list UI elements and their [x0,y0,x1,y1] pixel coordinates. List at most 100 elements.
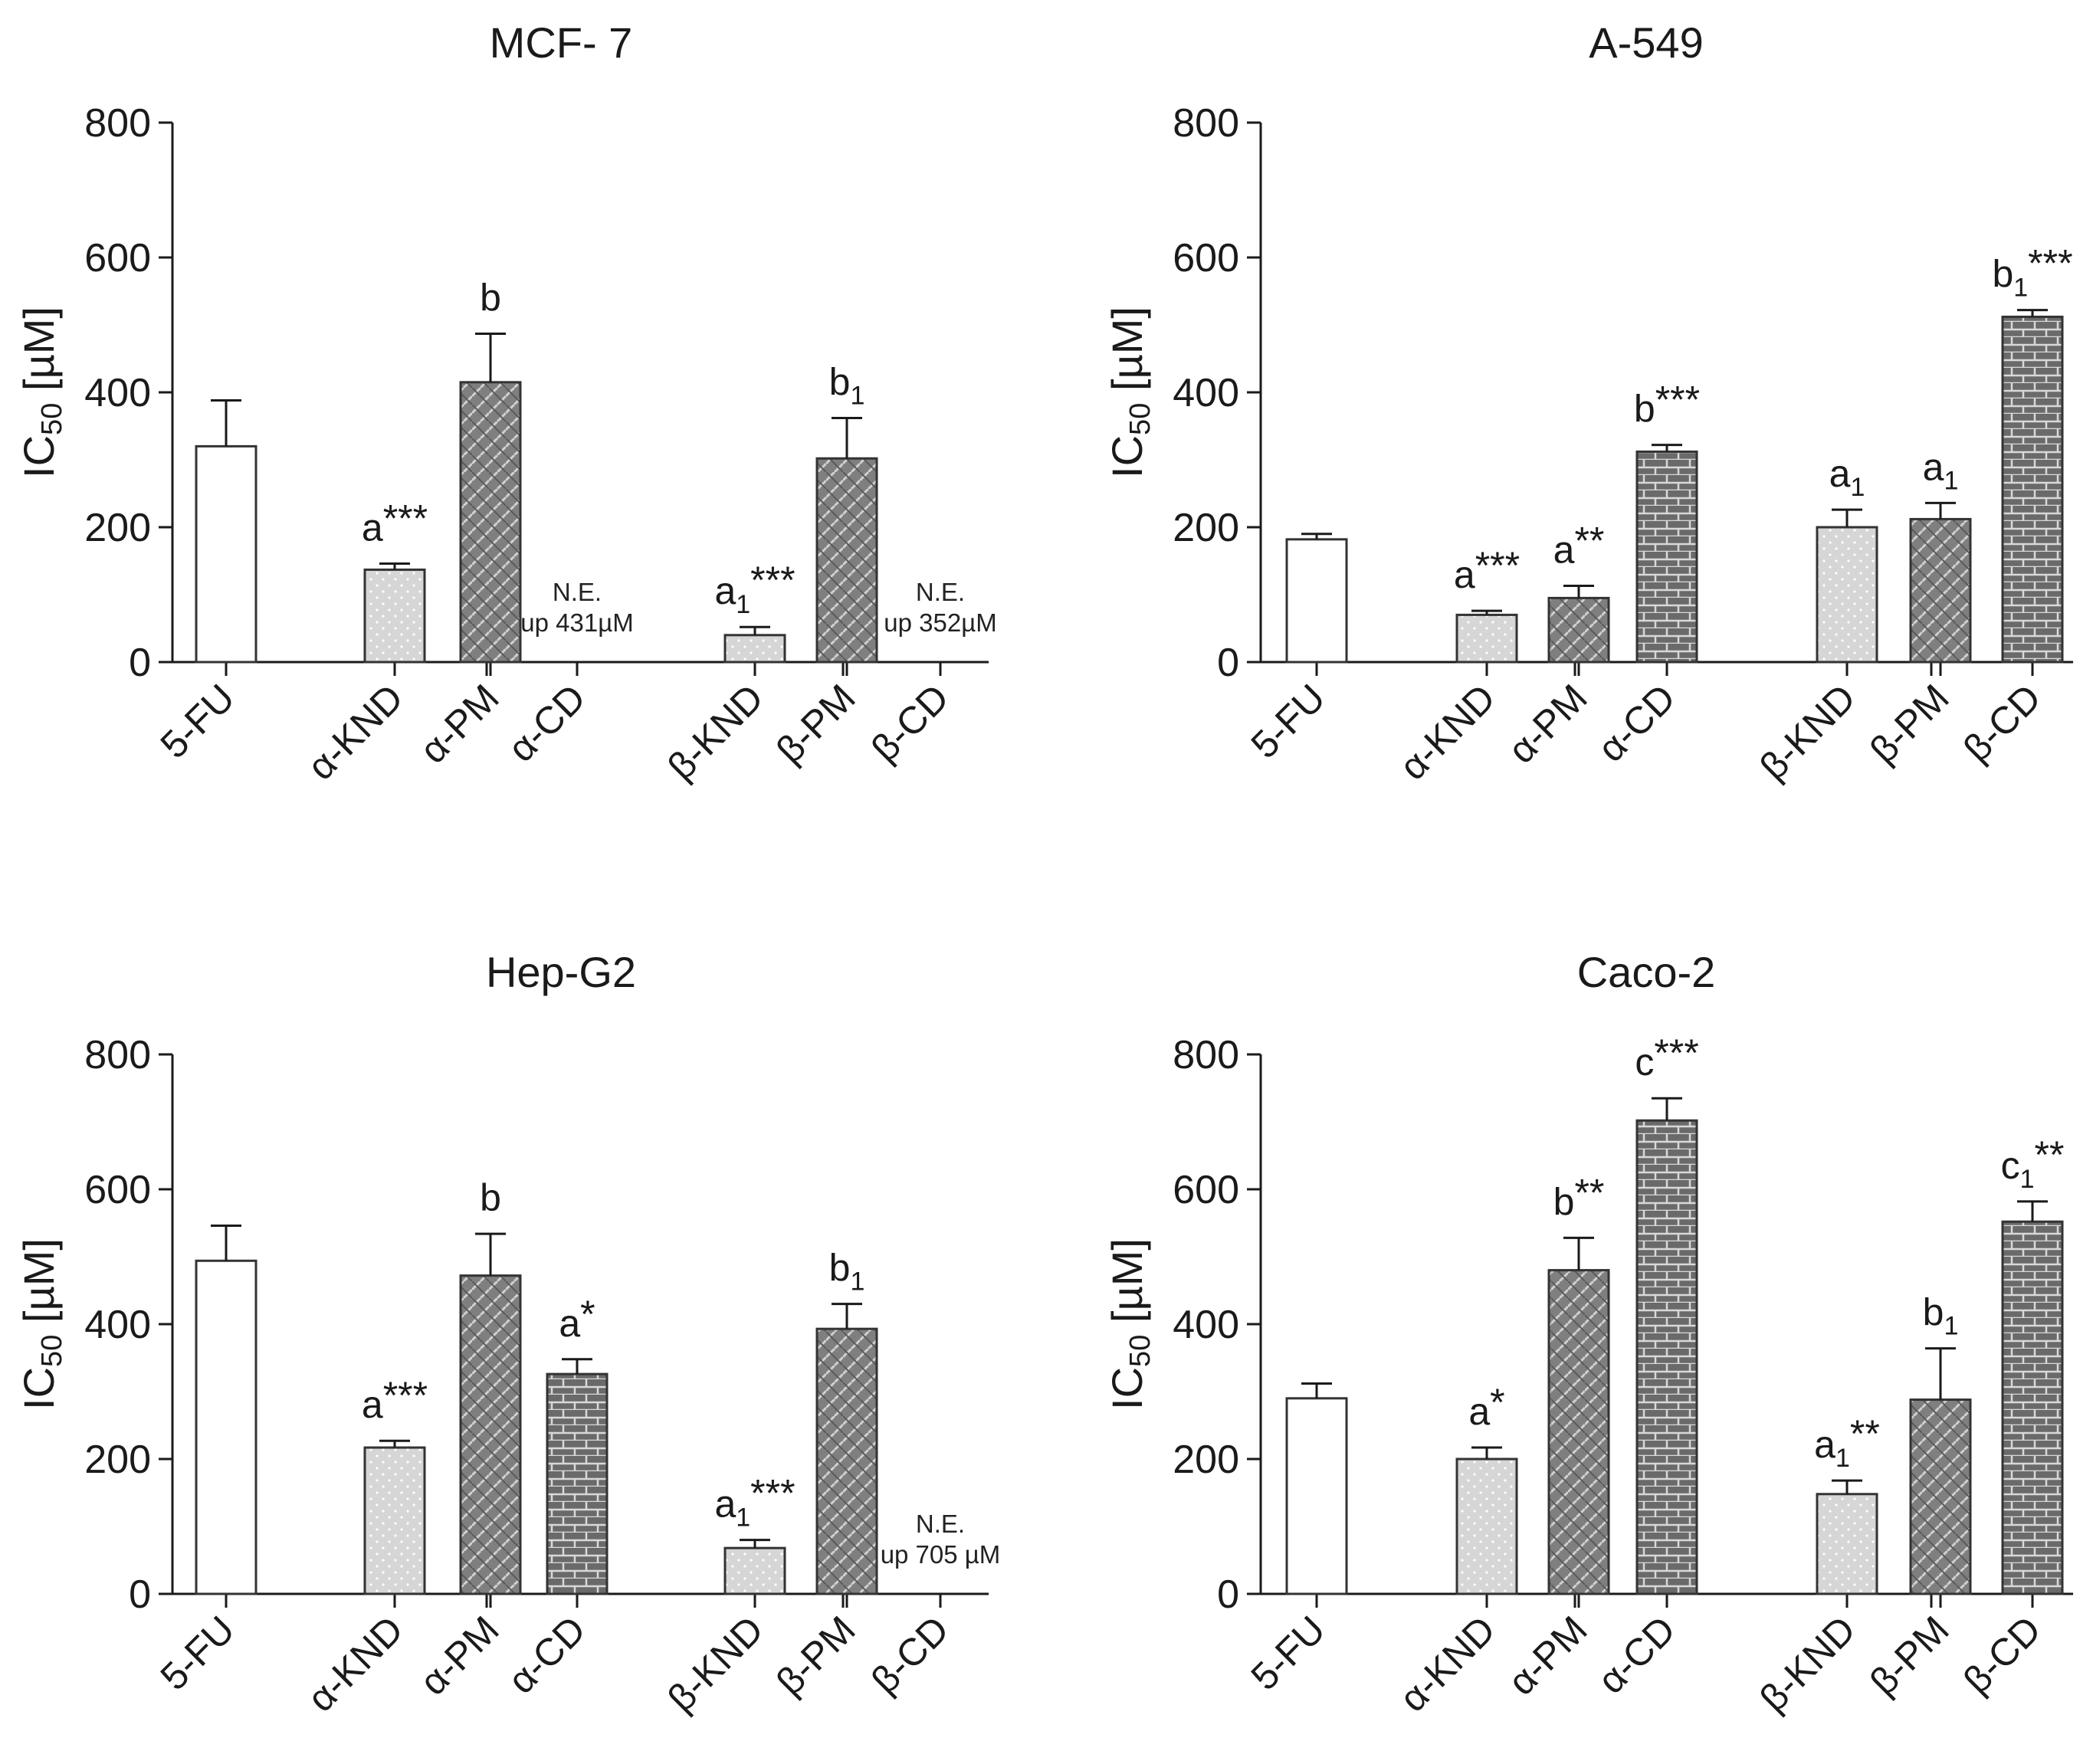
bar [546,1372,609,1595]
significance-label: a* [1468,1381,1504,1433]
y-tick-label: 400 [1173,371,1239,415]
y-tick-label: 600 [84,236,151,280]
significance-label: b1 [1923,1291,1959,1341]
significance-stars: *** [383,1374,428,1417]
significance-letter: a [1829,452,1851,495]
significance-stars: *** [750,559,795,602]
x-category-label: α-KND [299,1608,411,1720]
x-category-label: α-KND [1391,1608,1503,1720]
significance-label: a*** [1454,544,1520,596]
significance-letter: b [1923,1291,1944,1334]
significance-stars: *** [383,497,428,540]
significance-subscript: 1 [1944,466,1958,495]
bar [1909,517,1972,664]
significance-label: b [480,276,501,319]
x-category-label: 5-FU [1243,1608,1334,1698]
significance-letter: b [1553,1180,1575,1223]
significance-label: b*** [1634,379,1700,431]
bar [363,568,426,664]
panel-title-mcf7: MCF- 7 [490,18,633,67]
y-axis-label-sub: 50 [36,403,68,435]
bar [1285,1397,1348,1595]
x-category-label: α-CD [500,676,594,770]
significance-label: b1 [829,360,865,410]
significance-letter: b [480,1176,501,1219]
significance-subscript: 1 [1944,1312,1958,1341]
significance-letter: a [362,1383,383,1426]
significance-subscript: 1 [850,381,864,410]
bar [1816,1493,1878,1595]
significance-stars: * [1490,1381,1504,1424]
y-axis-label-main: IC [1103,1367,1151,1410]
not-effective-note: up 352µM [884,608,996,637]
bar [1909,1398,1972,1595]
significance-stars: ** [2035,1133,2065,1176]
y-axis-label-main: IC [15,435,63,478]
significance-letter: c [1635,1041,1654,1084]
y-axis-label-unit: [µM] [1103,307,1151,403]
significance-letter: a [362,507,383,549]
bar [1635,1119,1698,1595]
y-axis-label: IC50 [µM] [15,1238,68,1410]
not-effective-note: up 705 µM [881,1540,1001,1569]
significance-stars: *** [1654,1031,1698,1074]
not-effective-note: N.E. [916,1510,965,1538]
x-category-label: α-PM [1500,1608,1596,1703]
significance-stars: *** [1475,544,1520,587]
x-category-label: β-PM [768,676,864,772]
bar [363,1446,426,1595]
x-category-label: 5-FU [153,676,243,766]
y-tick-label: 0 [1217,641,1239,685]
x-category-label: β-KND [1751,676,1863,788]
x-category-label: β-CD [1955,676,2049,770]
significance-label: c*** [1635,1031,1698,1084]
significance-label: a*** [362,1374,428,1426]
significance-letter: a [559,1302,580,1345]
bar [1547,1269,1610,1595]
x-category-label: β-CD [863,676,957,770]
significance-stars: *** [2028,242,2072,285]
panel-title-caco2: Caco-2 [1577,948,1716,996]
bar [815,1327,878,1595]
significance-letter: a [1468,1390,1490,1433]
not-effective-note: N.E. [553,578,602,606]
not-effective-note: N.E. [916,578,965,606]
significance-letter: b [1634,388,1655,431]
y-tick-label: 200 [1173,506,1239,550]
bar [1285,538,1348,664]
significance-label: b [480,1176,501,1219]
x-category-label: α-KND [1391,676,1503,788]
significance-letter: a [714,1483,736,1526]
y-axis-label-unit: [µM] [15,307,63,403]
significance-letter: a [714,569,736,612]
significance-stars: ** [1850,1412,1880,1455]
significance-subscript: 1 [736,590,750,619]
significance-letter: a [1553,529,1575,572]
x-category-label: β-PM [768,1608,864,1703]
significance-letter: a [1923,445,1944,488]
significance-stars: *** [750,1472,795,1515]
x-category-label: α-CD [1589,676,1684,770]
bar [815,457,878,664]
y-axis-label-unit: [µM] [1103,1238,1151,1335]
significance-label: a1*** [714,1472,795,1533]
significance-stars: * [580,1293,595,1336]
y-axis-label-sub: 50 [1124,1335,1156,1367]
y-tick-label: 200 [84,1438,151,1482]
y-axis-label: IC50 [µM] [15,307,68,478]
bar [1635,450,1698,664]
significance-subscript: 1 [736,1503,750,1533]
y-tick-label: 800 [84,1033,151,1077]
significance-label: c1** [2001,1133,2065,1194]
bar [459,381,522,664]
significance-label: a** [1553,520,1605,572]
bar [1455,613,1518,664]
x-category-label: α-PM [1500,676,1596,772]
y-tick-label: 600 [1173,236,1239,280]
bar [195,1259,258,1595]
y-axis-label-sub: 50 [1124,403,1156,435]
bar [723,1546,786,1595]
y-tick-label: 200 [1173,1438,1239,1482]
significance-letter: b [1992,253,2013,296]
